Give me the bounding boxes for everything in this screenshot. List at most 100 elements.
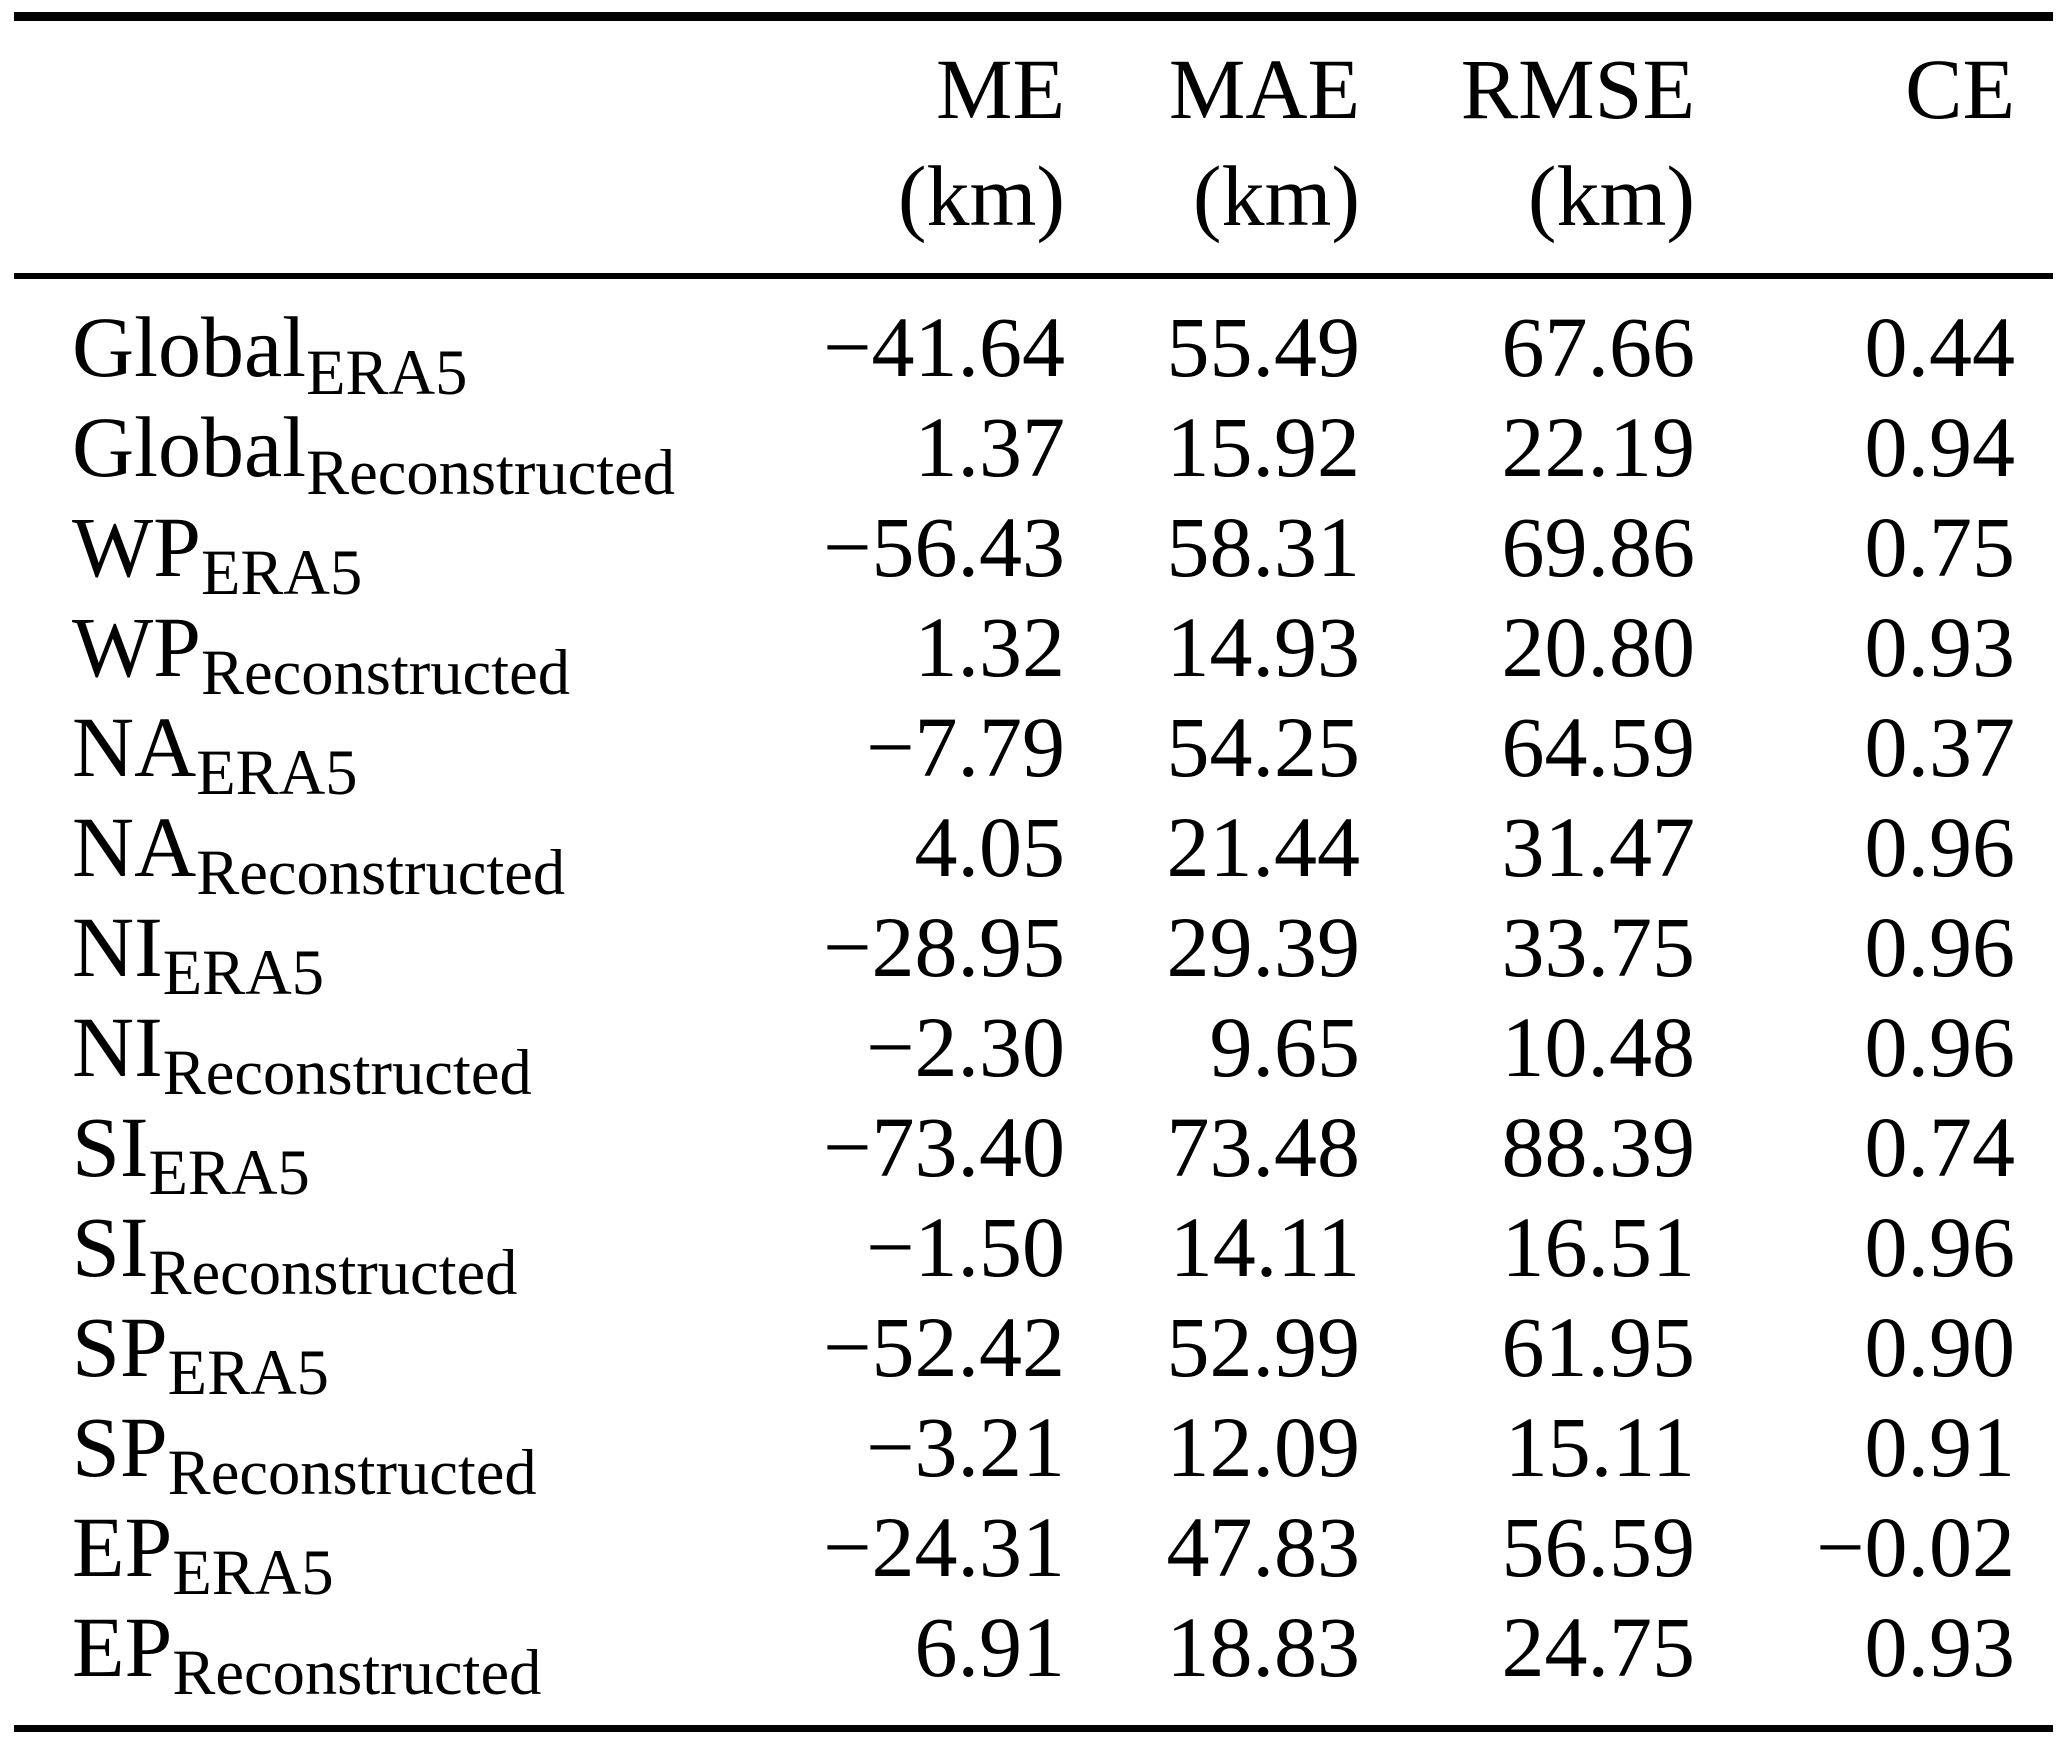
row-label: SPERA5	[14, 1297, 494, 1405]
region-name: NI	[72, 899, 163, 995]
mae-value: 47.83	[1166, 1499, 1361, 1595]
region-name: EP	[72, 1499, 173, 1595]
table-row: EPERA5 −24.31 47.83 56.59 −0.02	[14, 1497, 2053, 1605]
column-header-unit: (km)	[897, 148, 1065, 244]
rmse-value: 15.11	[1504, 1399, 1695, 1495]
me-value: −73.40	[822, 1099, 1065, 1195]
me-value: −41.64	[822, 299, 1065, 395]
mae-value: 9.65	[1209, 999, 1361, 1095]
rmse-value: 31.47	[1501, 799, 1696, 895]
region-subscript: Reconstructed	[148, 1237, 518, 1309]
ce-value: −0.02	[1815, 1499, 2015, 1595]
table-row: SIERA5 −73.40 73.48 88.39 0.74	[14, 1097, 2053, 1205]
region-name: NA	[72, 799, 197, 895]
paper-table-figure: ME (km) MAE (km) RMSE (km) CE Glob	[0, 12, 2067, 1732]
region-subscript: Reconstructed	[172, 1637, 542, 1709]
row-label: NAERA5	[14, 697, 494, 805]
row-label: NAReconstructed	[14, 797, 565, 905]
row-label: EPReconstructed	[14, 1597, 541, 1705]
region-subscript: ERA5	[306, 337, 468, 409]
region-subscript: ERA5	[172, 1537, 334, 1609]
column-header-empty	[14, 21, 494, 276]
me-value: 1.37	[914, 399, 1066, 495]
column-header-label: CE	[1905, 41, 2015, 137]
table-row: SPReconstructed −3.21 12.09 15.11 0.91	[14, 1397, 2053, 1505]
rmse-value: 56.59	[1501, 1499, 1696, 1595]
column-header-unit: (km)	[1192, 148, 1360, 244]
row-label: GlobalReconstructed	[14, 397, 675, 505]
region-subscript: Reconstructed	[162, 1037, 532, 1109]
table-row: NIERA5 −28.95 29.39 33.75 0.96	[14, 897, 2053, 1005]
region-name: SI	[72, 1199, 149, 1295]
me-value: −28.95	[822, 899, 1065, 995]
ce-value: 0.93	[1864, 1599, 2016, 1695]
region-subscript: ERA5	[201, 537, 363, 609]
ce-value: 0.96	[1864, 1199, 2016, 1295]
table-row: SIReconstructed −1.50 14.11 16.51 0.96	[14, 1197, 2053, 1305]
row-label: WPERA5	[14, 497, 494, 605]
column-header-label: MAE	[1168, 41, 1360, 137]
rmse-value: 64.59	[1501, 699, 1696, 795]
table-header: ME (km) MAE (km) RMSE (km) CE	[14, 21, 2053, 276]
ce-value: 0.37	[1864, 699, 2016, 795]
ce-value: 0.74	[1864, 1099, 2016, 1195]
me-value: −3.21	[865, 1399, 1065, 1495]
region-name: WP	[72, 599, 201, 695]
table-row: WPReconstructed 1.32 14.93 20.80 0.93	[14, 597, 2053, 705]
me-value: −2.30	[865, 999, 1065, 1095]
me-value: 1.32	[914, 599, 1066, 695]
rmse-value: 69.86	[1501, 499, 1696, 595]
ce-value: 0.94	[1864, 399, 2016, 495]
mae-value: 15.92	[1166, 399, 1361, 495]
region-name: WP	[72, 499, 201, 595]
region-subscript: ERA5	[196, 737, 358, 809]
region-name: SP	[72, 1399, 168, 1495]
ce-value: 0.93	[1864, 599, 2016, 695]
region-subscript: Reconstructed	[196, 837, 566, 909]
region-subscript: ERA5	[162, 937, 324, 1009]
row-label: NIERA5	[14, 897, 494, 1005]
region-name: SI	[72, 1099, 149, 1195]
row-label: SPReconstructed	[14, 1397, 537, 1505]
column-header-ce: CE	[1695, 21, 2053, 276]
rmse-value: 33.75	[1501, 899, 1696, 995]
rmse-value: 24.75	[1501, 1599, 1696, 1695]
mae-value: 54.25	[1166, 699, 1361, 795]
row-label: EPERA5	[14, 1497, 494, 1605]
row-label: WPReconstructed	[14, 597, 570, 705]
rmse-value: 20.80	[1501, 599, 1696, 695]
me-value: −56.43	[822, 499, 1065, 595]
column-header-label: ME	[936, 41, 1065, 137]
column-header-rmse: RMSE (km)	[1360, 21, 1695, 276]
mae-value: 21.44	[1166, 799, 1361, 895]
region-subscript: Reconstructed	[201, 637, 570, 709]
column-header-mae: MAE (km)	[1065, 21, 1360, 276]
region-name: Global	[72, 299, 307, 395]
table-row: EPReconstructed 6.91 18.83 24.75 0.93	[14, 1597, 2053, 1705]
me-value: 4.05	[914, 799, 1066, 895]
ce-value: 0.96	[1864, 799, 2016, 895]
region-name: NA	[72, 699, 197, 795]
table-row: NAReconstructed 4.05 21.44 31.47 0.96	[14, 797, 2053, 905]
ce-value: 0.44	[1864, 299, 2016, 395]
rmse-value: 61.95	[1501, 1299, 1696, 1395]
mae-value: 52.99	[1166, 1299, 1361, 1395]
table-row: WPERA5 −56.43 58.31 69.86 0.75	[14, 497, 2053, 605]
table-row: NIReconstructed −2.30 9.65 10.48 0.96	[14, 997, 2053, 1105]
row-label: GlobalERA5	[14, 276, 494, 405]
rmse-value: 10.48	[1501, 999, 1696, 1095]
region-name: NI	[72, 999, 163, 1095]
metrics-table: ME (km) MAE (km) RMSE (km) CE Glob	[14, 21, 2053, 1705]
table-row: SPERA5 −52.42 52.99 61.95 0.90	[14, 1297, 2053, 1405]
column-header-label: RMSE	[1460, 41, 1695, 137]
region-name: SP	[72, 1299, 168, 1395]
ce-value: 0.75	[1864, 499, 2016, 595]
rmse-value: 22.19	[1501, 399, 1696, 495]
me-value: −52.42	[822, 1299, 1065, 1395]
row-label: NIReconstructed	[14, 997, 532, 1105]
mae-value: 18.83	[1166, 1599, 1361, 1695]
region-subscript: ERA5	[148, 1137, 310, 1209]
table-row: GlobalReconstructed 1.37 15.92 22.19 0.9…	[14, 397, 2053, 505]
table-row: NAERA5 −7.79 54.25 64.59 0.37	[14, 697, 2053, 805]
rmse-value: 67.66	[1501, 299, 1696, 395]
